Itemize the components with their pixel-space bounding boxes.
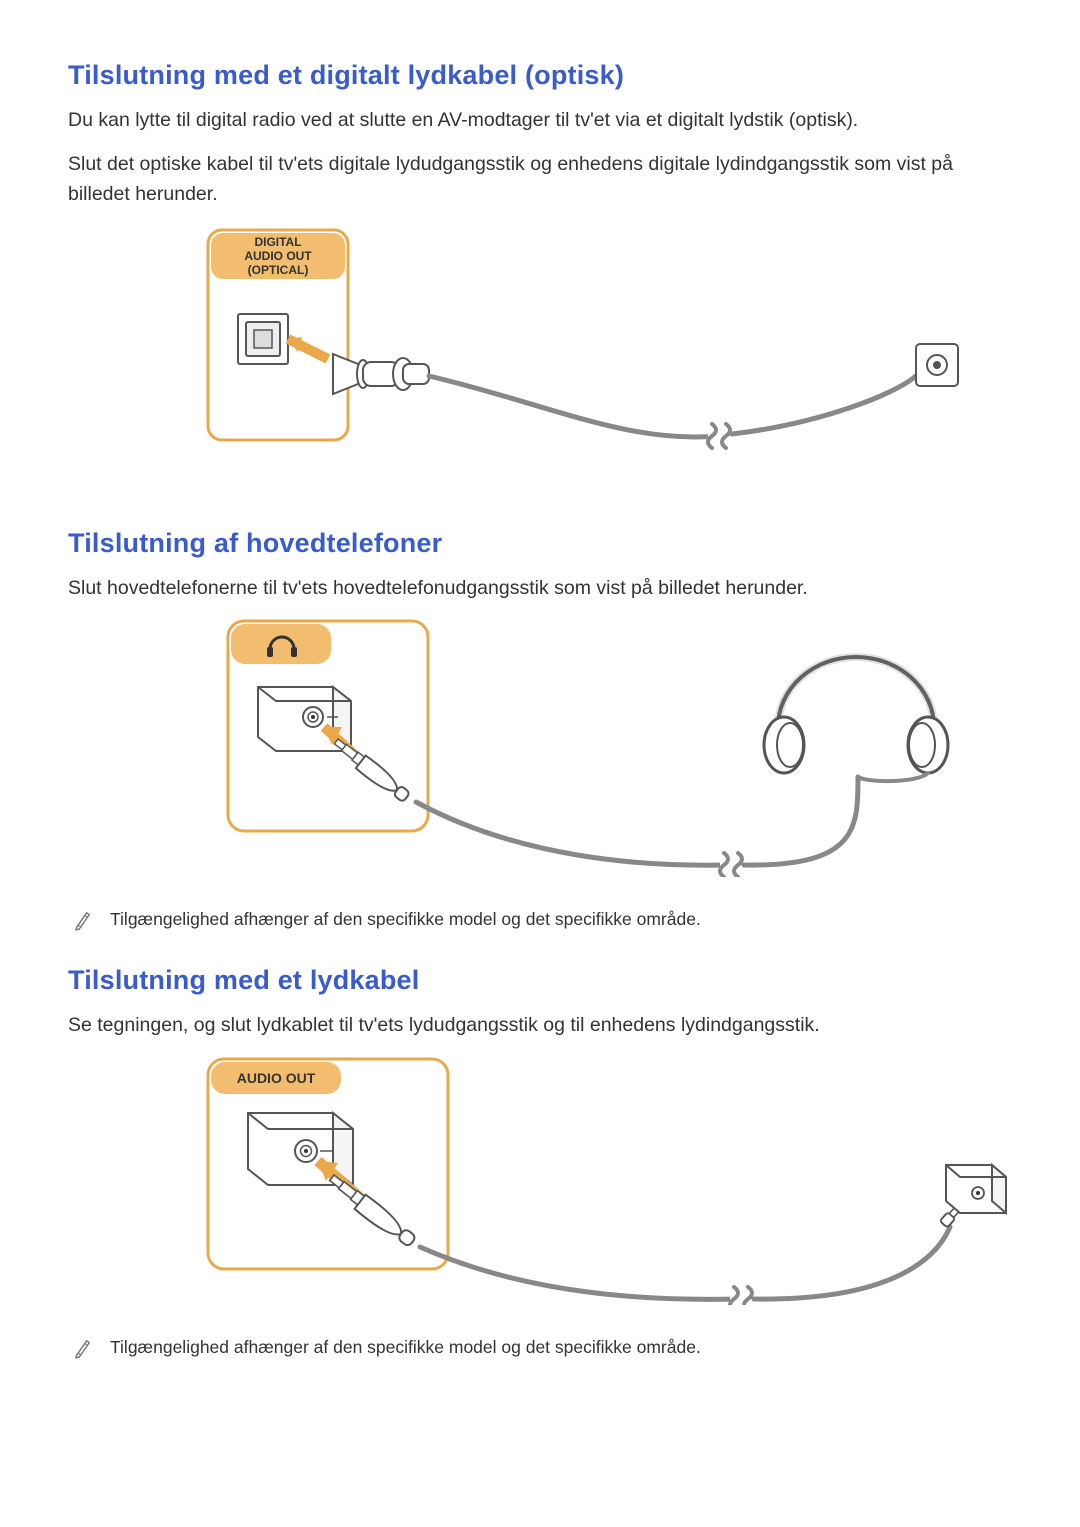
audio-cable-diagram: AUDIO OUT: [198, 1055, 1018, 1305]
audio-device: [946, 1165, 1006, 1213]
optical-label-line2: AUDIO OUT: [244, 249, 312, 263]
section3-heading: Tilslutning med et lydkabel: [68, 965, 1012, 996]
section2-note-text: Tilgængelighed afhænger af den specifikk…: [110, 907, 701, 932]
section1-p1: Du kan lytte til digital radio ved at sl…: [68, 105, 1012, 135]
pencil-note-icon: [74, 909, 92, 931]
tv-optical-port: [238, 314, 288, 364]
section1-p2: Slut det optiske kabel til tv'ets digita…: [68, 149, 1012, 209]
section3-note-text: Tilgængelighed afhænger af den specifikk…: [110, 1335, 701, 1360]
optical-label-line3: (OPTICAL): [248, 263, 309, 277]
receiver-optical-port: [916, 344, 958, 386]
optical-cable-diagram: DIGITAL AUDIO OUT (OPTICAL): [198, 224, 998, 464]
section3-p1: Se tegningen, og slut lydkablet til tv'e…: [68, 1010, 1012, 1040]
section2-heading: Tilslutning af hovedtelefoner: [68, 528, 1012, 559]
audio-plug: [325, 1171, 418, 1249]
cable-break-icon: [720, 849, 744, 877]
headphones: [764, 657, 948, 781]
section3-note: Tilgængelighed afhænger af den specifikk…: [74, 1335, 1012, 1360]
manual-page: Tilslutning med et digitalt lydkabel (op…: [0, 0, 1080, 1527]
audio-plug: [330, 735, 411, 804]
cable-break-icon: [708, 420, 732, 450]
audio-out-label: AUDIO OUT: [237, 1070, 316, 1086]
headphone-diagram: [218, 617, 1018, 877]
section2-note: Tilgængelighed afhænger af den specifikk…: [74, 907, 1012, 932]
optical-label-line1: DIGITAL: [254, 235, 301, 249]
section2-p1: Slut hovedtelefonerne til tv'ets hovedte…: [68, 573, 1012, 603]
cable-break-icon: [730, 1283, 754, 1305]
optical-connector: [333, 354, 429, 394]
section1-heading: Tilslutning med et digitalt lydkabel (op…: [68, 60, 1012, 91]
pencil-note-icon: [74, 1337, 92, 1359]
